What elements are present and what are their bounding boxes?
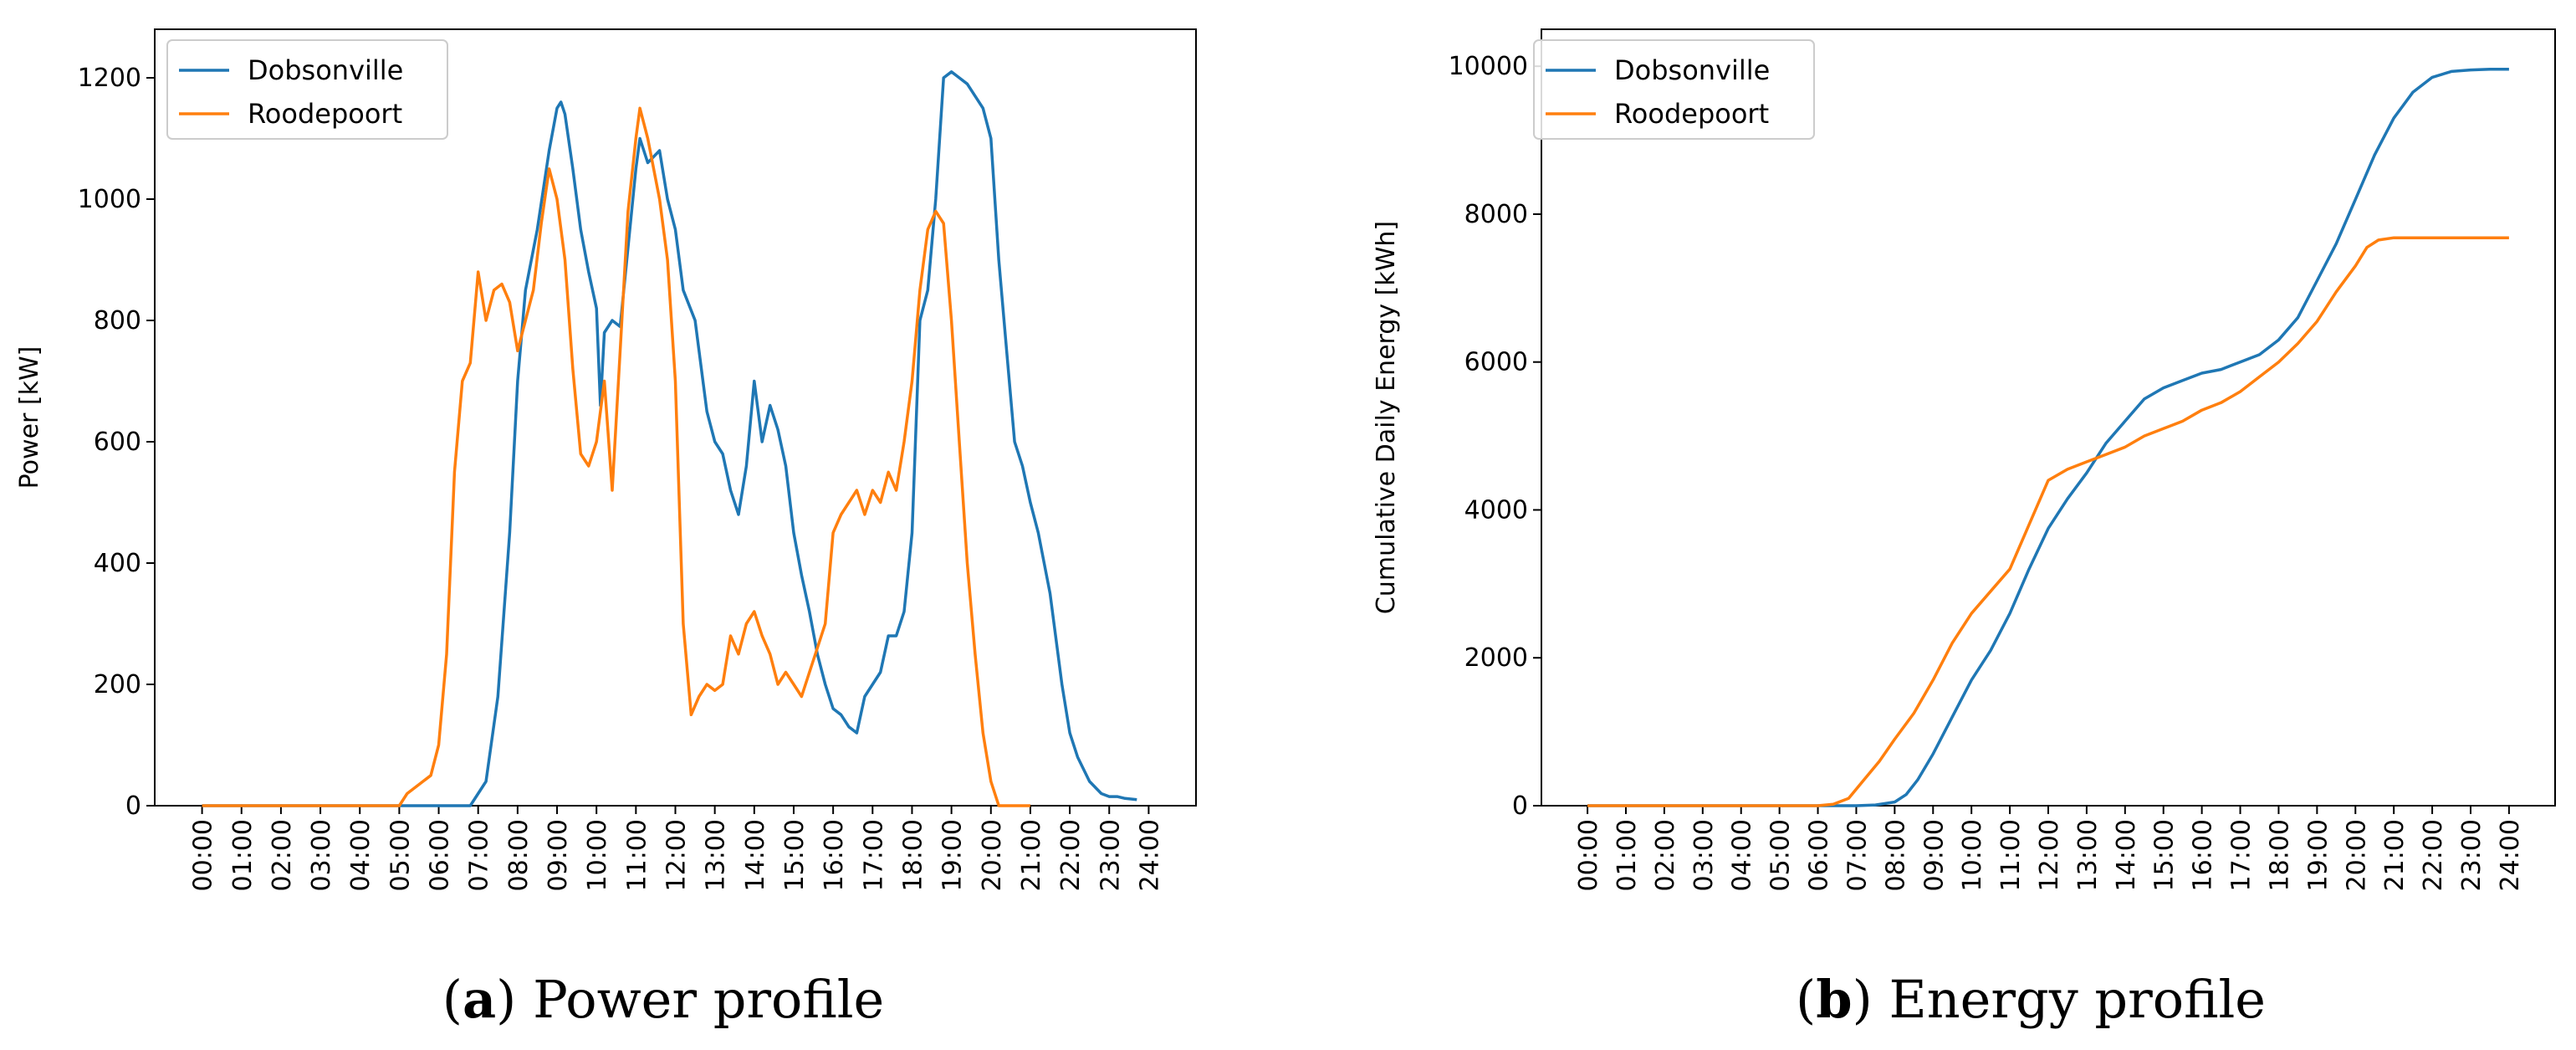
power-ylabel: Power [kW]	[15, 346, 44, 489]
caption-b-letter: b	[1816, 969, 1852, 1030]
power-ytick-label: 200	[94, 670, 141, 699]
energy-xtick-label: 08:00	[1881, 819, 1910, 891]
power-xtick-label: 18:00	[898, 819, 928, 891]
power-series-dobsonville-line	[202, 70, 1137, 807]
power-xtick-label: 00:00	[189, 819, 218, 891]
energy-xtick-label: 14:00	[2112, 819, 2141, 891]
power-ytick-label: 1000	[78, 185, 141, 214]
power-xtick-label: 23:00	[1096, 819, 1125, 891]
power-legend-box	[166, 39, 448, 140]
energy-xtick-label: 12:00	[2035, 819, 2064, 891]
energy-xtick-label: 11:00	[1996, 819, 2026, 891]
power-xtick-label: 14:00	[741, 819, 770, 891]
power-xtick-label: 10:00	[583, 819, 612, 891]
energy-xtick-label: 03:00	[1689, 819, 1719, 891]
energy-xtick-label: 05:00	[1766, 819, 1796, 891]
energy-series-dobsonville-line	[1587, 67, 2509, 807]
energy-xtick-label: 19:00	[2303, 819, 2333, 891]
power-ytick-label: 800	[94, 306, 141, 335]
power-xtick-label: 17:00	[859, 819, 888, 891]
power-xtick-label: 05:00	[386, 819, 415, 891]
energy-xtick-label: 17:00	[2227, 819, 2257, 891]
power-xtick-label: 20:00	[978, 819, 1007, 891]
energy-xtick-label: 15:00	[2150, 819, 2180, 891]
energy-xtick-label: 18:00	[2265, 819, 2294, 891]
power-series-roodepoort-line	[202, 106, 1030, 807]
energy-xtick-label: 04:00	[1728, 819, 1757, 891]
energy-xtick-label: 20:00	[2342, 819, 2371, 891]
energy-xtick-label: 09:00	[1919, 819, 1949, 891]
power-xtick-label: 01:00	[228, 819, 258, 891]
power-xtick-label: 02:00	[268, 819, 297, 891]
power-xtick-label: 21:00	[1017, 819, 1046, 891]
energy-xtick-label: 21:00	[2380, 819, 2410, 891]
power-xtick-label: 09:00	[544, 819, 573, 891]
energy-series-roodepoort-line	[1587, 236, 2509, 807]
energy-xtick-label: 00:00	[1574, 819, 1603, 891]
power-xtick-label: 06:00	[426, 819, 455, 891]
energy-ytick-label: 10000	[1449, 52, 1528, 81]
power-xtick-label: 12:00	[662, 819, 692, 891]
energy-legend-label-dobsonville: Dobsonville	[1614, 54, 1770, 86]
power-ytick-label: 1200	[78, 64, 141, 93]
power-xtick-label: 07:00	[465, 819, 494, 891]
energy-xtick-label: 16:00	[2189, 819, 2218, 891]
power-ytick-label: 0	[125, 791, 141, 821]
power-xtick-label: 03:00	[307, 819, 336, 891]
power-xtick-label: 13:00	[702, 819, 731, 891]
power-xtick-label: 22:00	[1056, 819, 1086, 891]
power-xtick-label: 16:00	[820, 819, 849, 891]
power-xtick-label: 15:00	[780, 819, 810, 891]
energy-plot-frame	[1541, 28, 2556, 807]
power-legend-label-dobsonville: Dobsonville	[248, 54, 403, 86]
energy-ytick-label: 2000	[1464, 643, 1528, 673]
energy-xtick-label: 22:00	[2419, 819, 2448, 891]
caption-b: (b) Energy profile	[1796, 969, 2266, 1030]
energy-profile-chart: 0 2000 4000 6000 8000 10000 00:00 01:00 02:00 03:…	[1372, 28, 2556, 891]
power-xtick-label: 11:00	[622, 819, 652, 891]
energy-ytick-label: 0	[1512, 791, 1528, 821]
power-profile-chart: 0 200 400 600 800 1000 1200 00:00 01:00 02:00 03:0…	[15, 28, 1197, 891]
energy-xtick-label: 10:00	[1958, 819, 1987, 891]
energy-legend-box	[1533, 39, 1815, 140]
caption-b-text: Energy profile	[1873, 969, 2266, 1030]
power-xtick-label: 24:00	[1135, 819, 1164, 891]
energy-ytick-label: 4000	[1464, 495, 1528, 525]
power-ytick-label: 600	[94, 428, 141, 457]
energy-xtick-label: 01:00	[1613, 819, 1642, 891]
power-legend-label-roodepoort: Roodepoort	[248, 98, 402, 130]
power-legend: Dobsonville Roodepoort	[166, 39, 448, 140]
energy-xtick-label: 07:00	[1843, 819, 1872, 891]
power-xtick-label: 04:00	[346, 819, 376, 891]
energy-legend-label-roodepoort: Roodepoort	[1614, 98, 1769, 130]
energy-xtick-label: 24:00	[2496, 819, 2525, 891]
power-ytick-label: 400	[94, 549, 141, 578]
energy-legend: Dobsonville Roodepoort	[1533, 39, 1815, 140]
caption-a-text: Power profile	[516, 969, 884, 1030]
caption-a: (a) Power profile	[442, 969, 884, 1030]
energy-xtick-label: 06:00	[1805, 819, 1834, 891]
energy-ylabel: Cumulative Daily Energy [kWh]	[1372, 221, 1401, 614]
power-xtick-label: 19:00	[938, 819, 968, 891]
energy-ytick-label: 8000	[1464, 200, 1528, 229]
energy-xtick-label: 13:00	[2073, 819, 2103, 891]
energy-xtick-label: 23:00	[2457, 819, 2487, 891]
energy-xtick-label: 02:00	[1651, 819, 1680, 891]
energy-ytick-label: 6000	[1464, 348, 1528, 377]
power-xtick-label: 08:00	[504, 819, 534, 891]
caption-a-letter: a	[463, 969, 496, 1030]
